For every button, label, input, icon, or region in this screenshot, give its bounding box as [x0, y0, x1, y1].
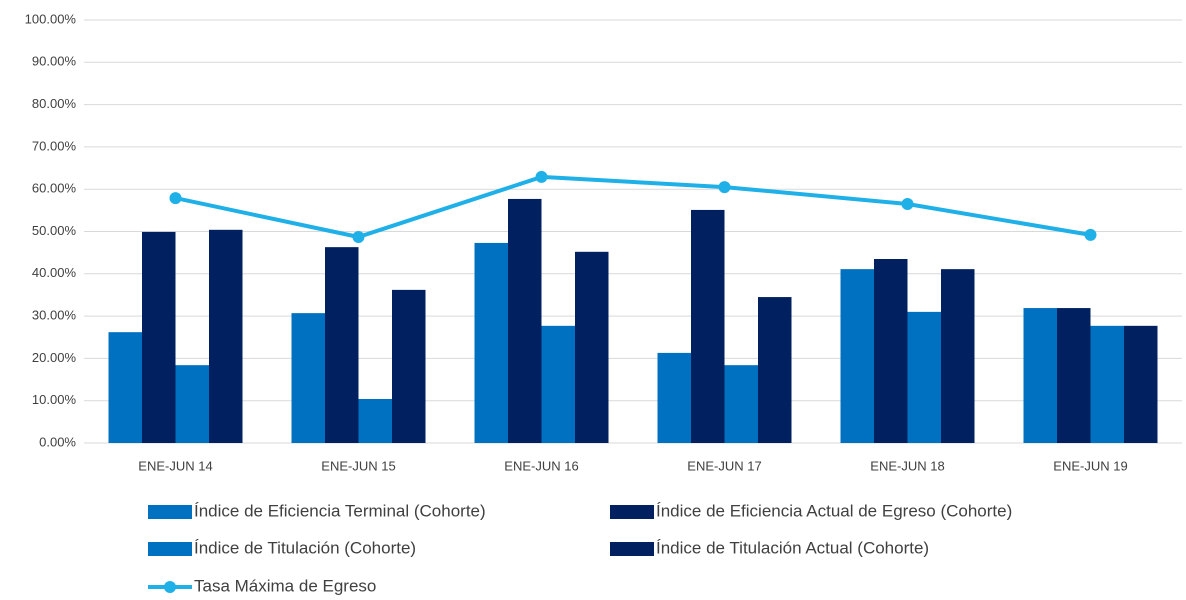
- y-tick-label: 10.00%: [32, 392, 77, 407]
- bar: [724, 365, 758, 443]
- bar: [874, 258, 908, 443]
- bar: [508, 198, 542, 443]
- bar: [108, 332, 142, 443]
- bar: [575, 251, 609, 443]
- legend-label: Índice de Eficiencia Actual de Egreso (C…: [656, 501, 1012, 520]
- point: [718, 181, 731, 194]
- bar: [392, 289, 426, 443]
- y-tick-label: 80.00%: [32, 96, 77, 111]
- legend-swatch: [148, 542, 192, 556]
- bar: [1023, 308, 1057, 443]
- bar: [541, 325, 575, 443]
- x-tick-label: ENE-JUN 15: [321, 458, 395, 473]
- bar: [474, 242, 508, 443]
- y-tick-label: 70.00%: [32, 138, 77, 153]
- bar: [291, 313, 325, 443]
- point: [1084, 228, 1097, 241]
- point: [535, 170, 548, 183]
- x-tick-label: ENE-JUN 14: [138, 458, 212, 473]
- legend-label: Índice de Titulación (Cohorte): [194, 538, 416, 557]
- bar: [1090, 325, 1124, 443]
- y-tick-label: 90.00%: [32, 54, 77, 69]
- bar: [840, 269, 874, 443]
- y-tick-label: 50.00%: [32, 223, 77, 238]
- bar: [1124, 325, 1158, 443]
- x-tick-label: ENE-JUN 18: [870, 458, 944, 473]
- point: [352, 230, 365, 243]
- bar: [907, 311, 941, 443]
- line: [175, 174, 1091, 239]
- legend-swatch: [148, 505, 192, 519]
- legend-swatch: [610, 542, 654, 556]
- legend-label: Índice de Titulación Actual (Cohorte): [656, 538, 929, 557]
- legend-swatch: [610, 505, 654, 519]
- bar: [941, 269, 975, 443]
- bar: [691, 209, 725, 443]
- x-tick-label: ENE-JUN 17: [687, 458, 761, 473]
- bar: [657, 352, 691, 443]
- bar: [209, 229, 243, 443]
- legend-label: Índice de Eficiencia Terminal (Cohorte): [194, 501, 486, 520]
- point: [901, 198, 914, 211]
- bar: [358, 399, 392, 443]
- bar: [758, 297, 792, 443]
- legend-swatch: [164, 581, 176, 593]
- x-tick-label: ENE-JUN 16: [504, 458, 578, 473]
- y-tick-label: 20.00%: [32, 350, 77, 365]
- x-tick-label: ENE-JUN 19: [1053, 458, 1127, 473]
- y-tick-label: 0.00%: [39, 434, 76, 449]
- bar: [325, 247, 359, 443]
- y-tick-label: 30.00%: [32, 308, 77, 323]
- bar: [1057, 308, 1091, 443]
- legend-label: Tasa Máxima de Egreso: [194, 576, 376, 595]
- bar: [142, 231, 176, 443]
- y-tick-label: 60.00%: [32, 181, 77, 196]
- y-tick-label: 40.00%: [32, 265, 77, 280]
- bar: [175, 365, 209, 443]
- point: [169, 192, 182, 205]
- y-tick-label: 100.00%: [25, 11, 77, 26]
